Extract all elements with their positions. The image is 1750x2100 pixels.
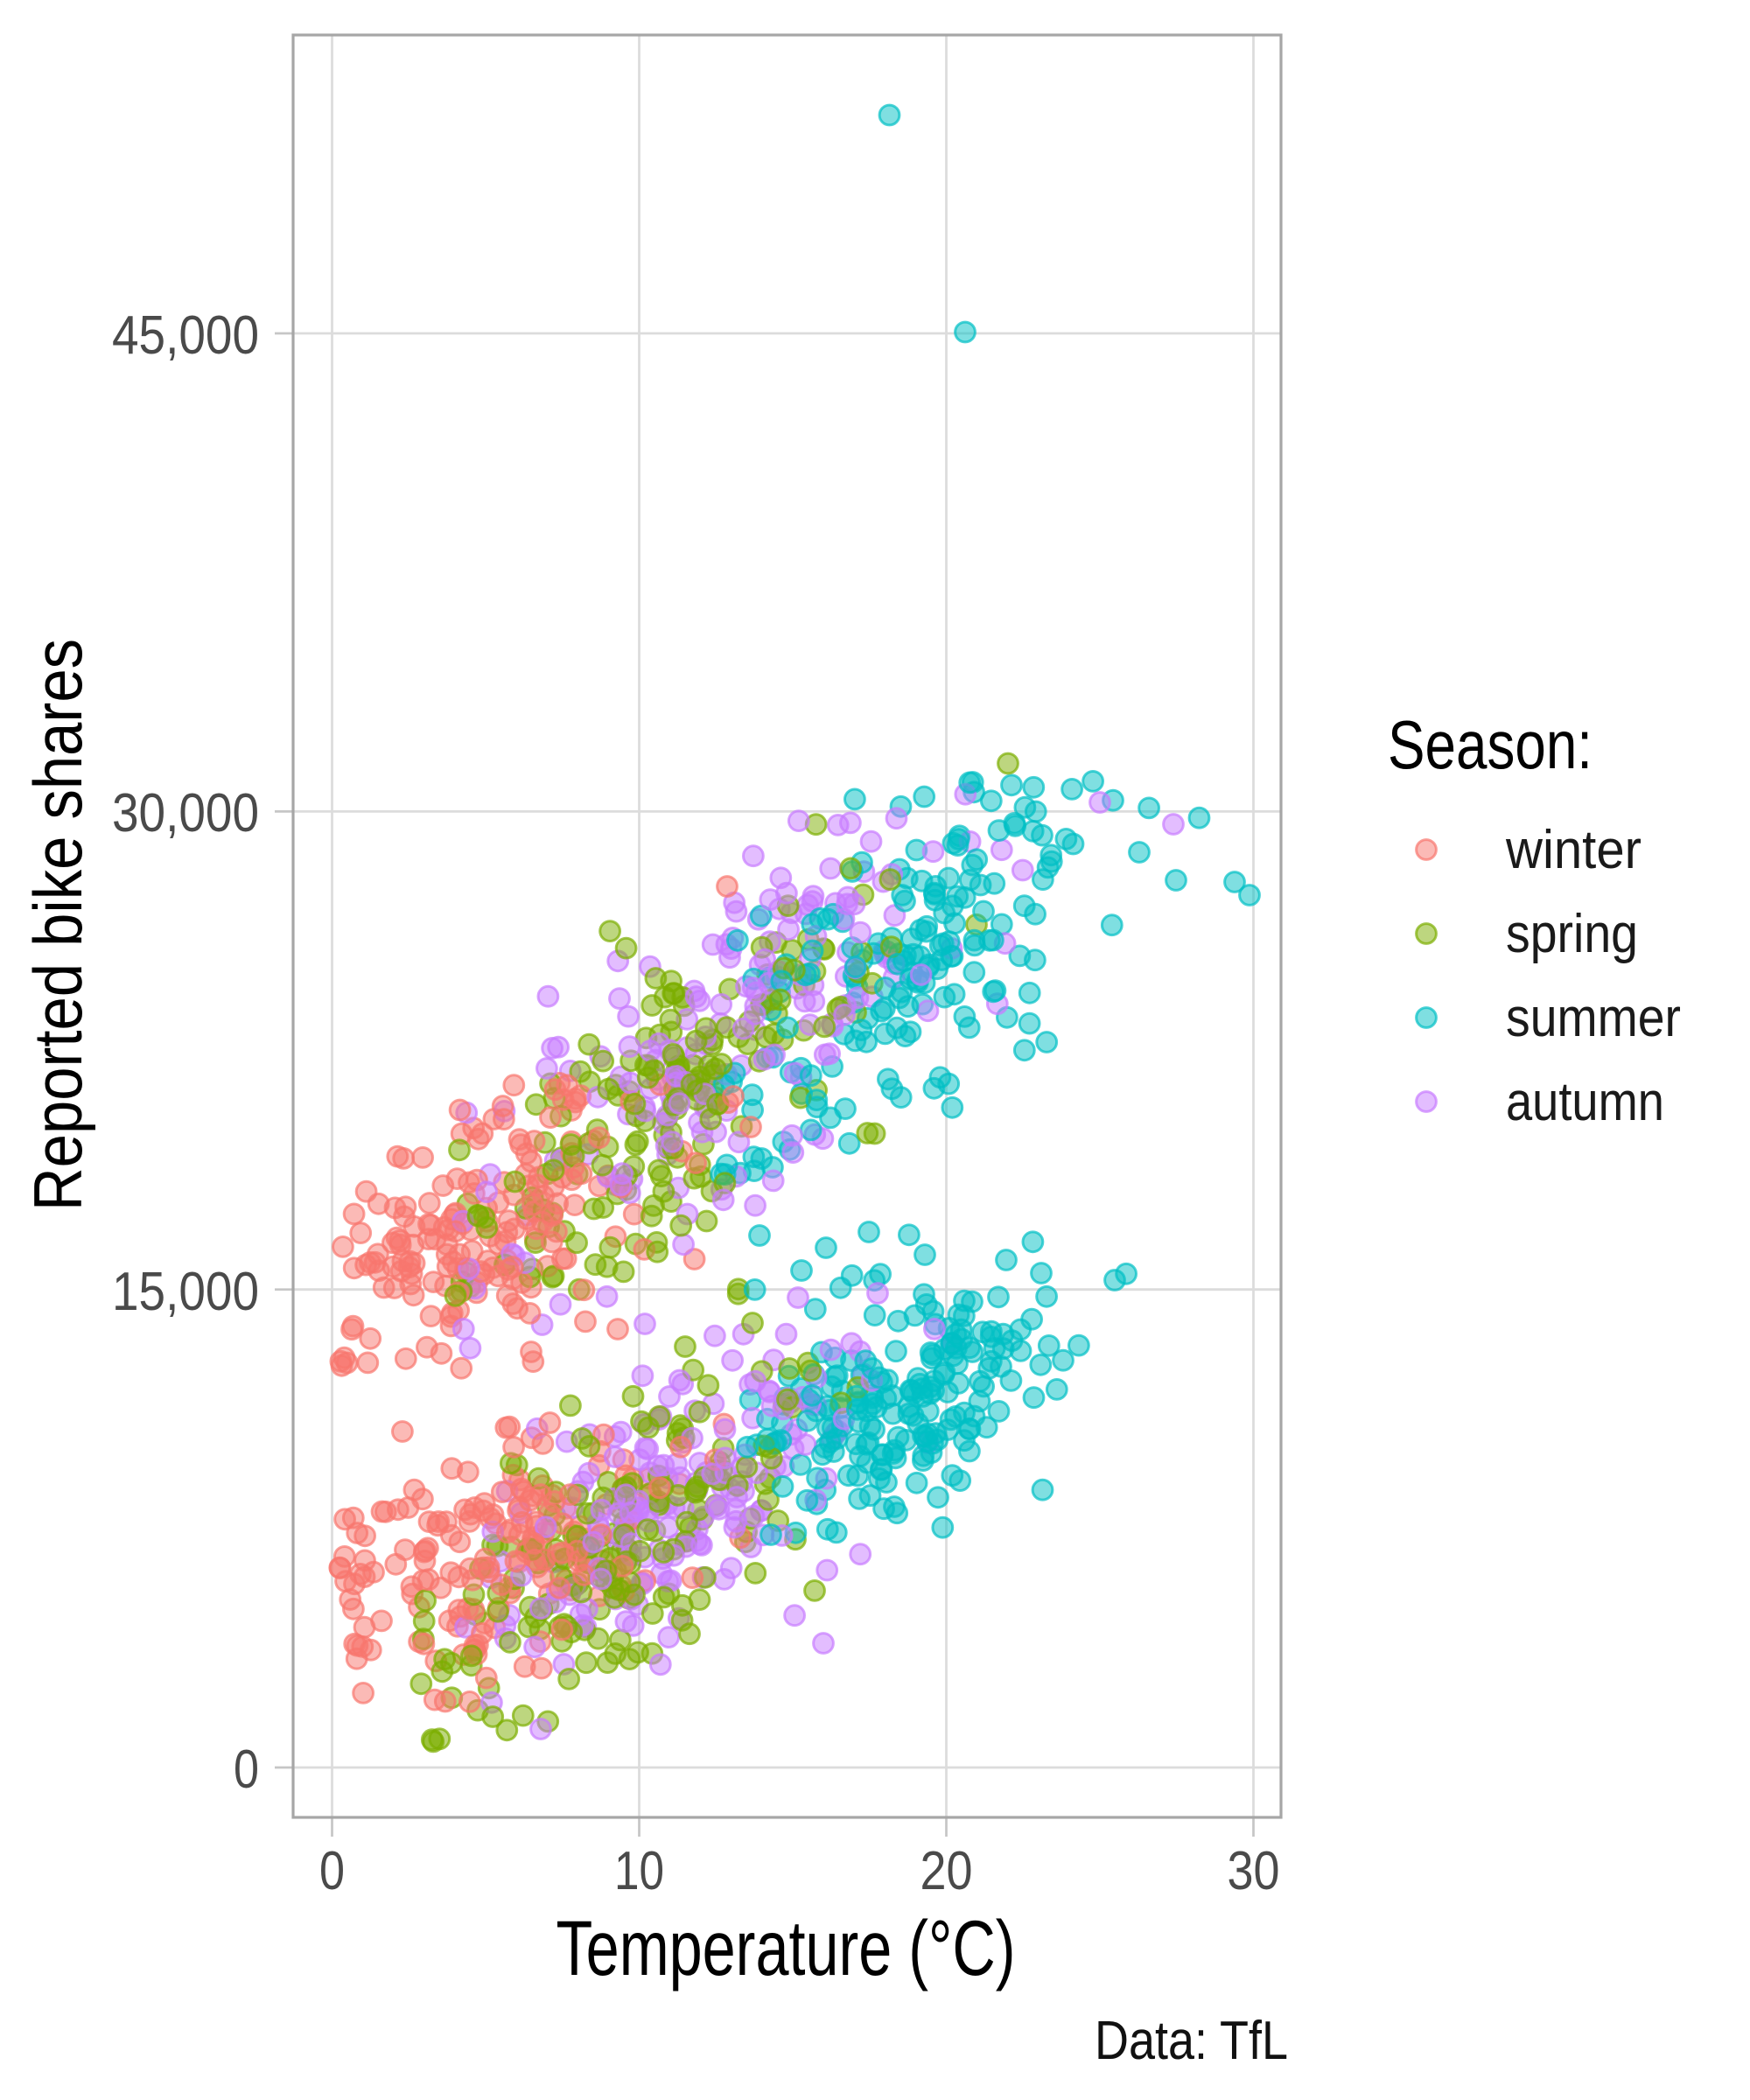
svg-text:Temperature (°C): Temperature (°C) xyxy=(556,1904,1016,1992)
svg-text:20: 20 xyxy=(920,1841,973,1901)
svg-text:spring: spring xyxy=(1506,904,1638,964)
svg-text:0: 0 xyxy=(234,1740,259,1800)
svg-text:45,000: 45,000 xyxy=(112,305,259,366)
svg-text:summer: summer xyxy=(1506,988,1681,1048)
svg-text:Season:: Season: xyxy=(1388,706,1592,783)
svg-text:Data: TfL: Data: TfL xyxy=(1095,2011,1288,2071)
svg-text:15,000: 15,000 xyxy=(112,1262,259,1322)
svg-text:winter: winter xyxy=(1505,820,1642,880)
svg-text:30,000: 30,000 xyxy=(112,783,259,844)
svg-text:autumn: autumn xyxy=(1506,1072,1664,1132)
svg-text:10: 10 xyxy=(614,1841,664,1901)
svg-text:30: 30 xyxy=(1228,1841,1280,1901)
svg-text:Reported bike shares: Reported bike shares xyxy=(19,639,96,1211)
svg-text:0: 0 xyxy=(319,1841,345,1901)
